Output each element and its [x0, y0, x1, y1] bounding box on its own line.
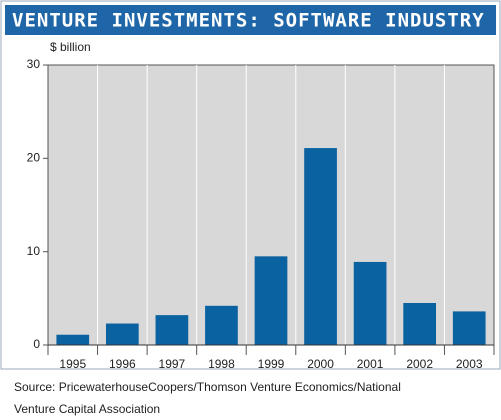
title-banner — [5, 5, 496, 35]
bar — [353, 261, 387, 345]
x-tick-label: 2003 — [456, 357, 483, 371]
bar — [452, 311, 486, 345]
x-tick-label: 2001 — [357, 357, 384, 371]
bar — [155, 315, 189, 345]
source-line: Venture Capital Association — [14, 402, 160, 416]
x-tick-label: 1998 — [208, 357, 235, 371]
x-tick-label: 1995 — [59, 357, 86, 371]
x-tick-label: 2002 — [406, 357, 433, 371]
bar — [254, 256, 288, 345]
y-tick-label: 10 — [27, 244, 41, 258]
bar — [304, 148, 337, 345]
bar — [56, 334, 90, 345]
y-axis-label: $ billion — [50, 40, 91, 54]
y-tick-label: 0 — [33, 337, 40, 351]
source-line: Source: PricewaterhouseCoopers/Thomson V… — [14, 380, 401, 394]
bar — [403, 303, 437, 345]
bar — [205, 305, 238, 345]
x-tick-label: 1997 — [159, 357, 186, 371]
bar — [105, 323, 139, 345]
x-tick-label: 2000 — [307, 357, 334, 371]
x-tick-label: 1996 — [109, 357, 136, 371]
y-tick-label: 30 — [27, 57, 41, 71]
x-tick-label: 1999 — [258, 357, 285, 371]
chart-title: VENTURE INVESTMENTS: SOFTWARE INDUSTRY — [12, 10, 485, 32]
y-tick-label: 20 — [27, 151, 41, 165]
